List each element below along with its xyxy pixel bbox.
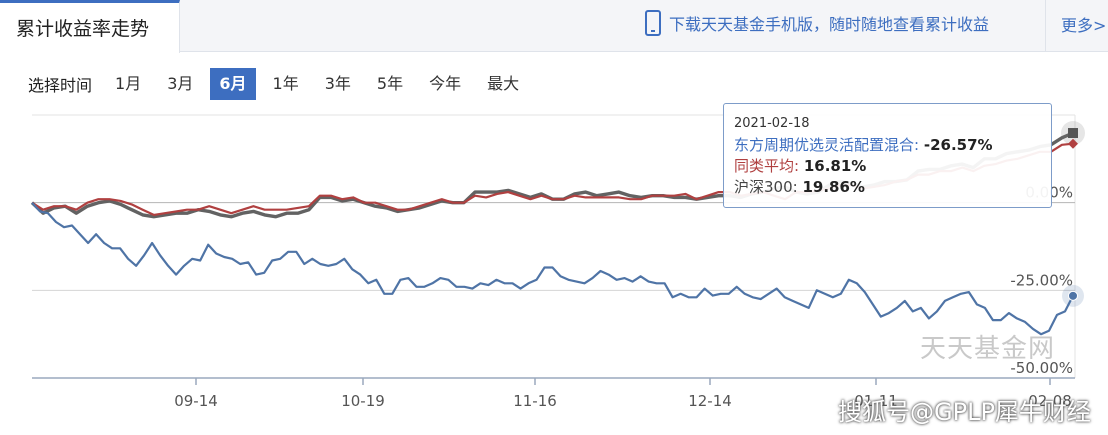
period-5y[interactable]: 5年 — [376, 74, 404, 93]
period-label: 选择时间 — [28, 76, 93, 95]
period-selector: 选择时间 1月 3月 6月 1年 3年 5年 今年 最大 — [28, 67, 536, 101]
peer-end-marker — [1068, 138, 1078, 149]
fund-end-marker — [1068, 290, 1078, 301]
phone-icon — [645, 10, 661, 36]
tab-cumulative-return[interactable]: 累计收益率走势 — [0, 0, 180, 53]
app-promo-link[interactable]: 下载天天基金手机版，随时随地查看累计收益 — [645, 8, 989, 38]
tooltip-row-peer: 同类平均: 16.81% — [734, 157, 867, 175]
period-ytd[interactable]: 今年 — [429, 74, 462, 93]
header-bar: 累计收益率走势 下载天天基金手机版，随时随地查看累计收益 更多> — [0, 0, 1108, 53]
x-tick-label: 02-08 — [1028, 392, 1072, 410]
y-tick-label: -50.00% — [1010, 359, 1073, 377]
x-tick-label: 09-14 — [174, 392, 218, 410]
promo-text: 下载天天基金手机版，随时随地查看累计收益 — [669, 15, 990, 34]
watermark: 天天基金网 — [920, 334, 1056, 364]
period-3y[interactable]: 3年 — [324, 74, 351, 93]
x-tick-label: 10-19 — [341, 392, 385, 410]
x-tick-label: 12-14 — [688, 392, 732, 410]
source-credit: 搜狐号@GPLP犀牛财经 — [838, 398, 1091, 426]
tooltip-fund-value: -26.57% — [923, 136, 993, 154]
tooltip-date: 2021-02-18 — [734, 116, 810, 131]
index-end-marker — [1068, 128, 1078, 139]
tooltip-index-name: 沪深300 — [734, 178, 793, 196]
tooltip-peer-value: 16.81% — [803, 157, 867, 175]
period-1y[interactable]: 1年 — [272, 74, 299, 93]
tooltip-row-index: 沪深300: 19.86% — [734, 178, 865, 196]
tooltip-index-value: 19.86% — [802, 178, 865, 196]
tab-title: 累计收益率走势 — [16, 18, 150, 40]
period-max[interactable]: 最大 — [487, 74, 520, 93]
y-tick-label: -25.00% — [1010, 271, 1073, 289]
divider — [1045, 0, 1046, 52]
chart-tooltip: 2021-02-18 东方周期优选灵活配置混合: -26.57% 同类平均: 1… — [723, 103, 1052, 208]
period-1m[interactable]: 1月 — [115, 74, 142, 93]
x-tick-label: 11-16 — [513, 392, 557, 410]
period-6m[interactable]: 6月 — [210, 68, 256, 100]
series-line-0 — [31, 201, 1074, 336]
more-link[interactable]: 更多> — [1061, 16, 1107, 35]
tooltip-peer-name: 同类平均 — [734, 157, 795, 175]
tooltip-fund-name: 东方周期优选灵活配置混合 — [734, 136, 915, 154]
x-tick-label: 01-11 — [854, 392, 898, 410]
period-3m[interactable]: 3月 — [167, 74, 194, 93]
tooltip-row-fund: 东方周期优选灵活配置混合: -26.57% — [734, 136, 993, 154]
